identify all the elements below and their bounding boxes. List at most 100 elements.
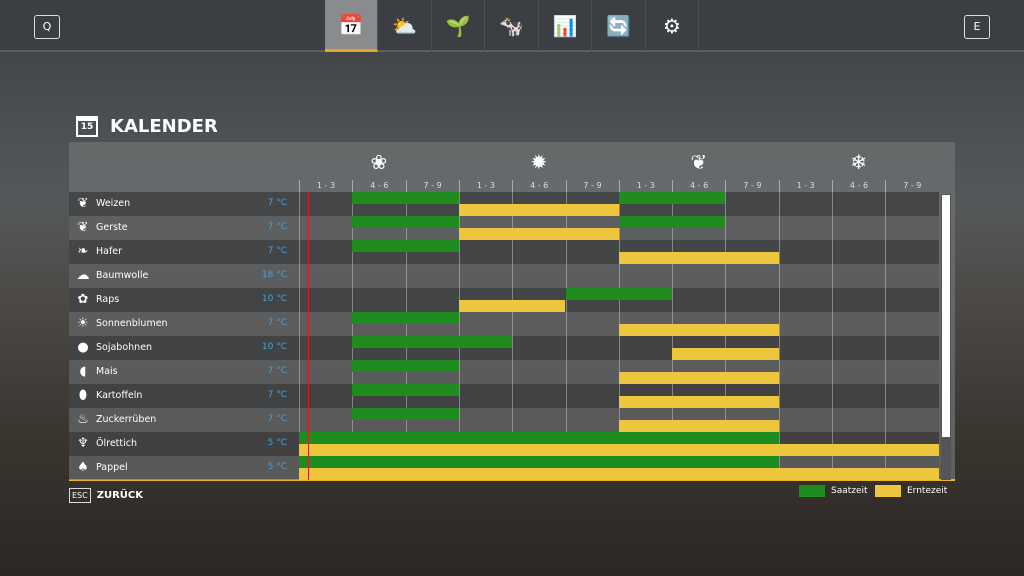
crop-name: Pappel	[96, 462, 128, 473]
crop-temperature: 5 °C	[267, 462, 287, 472]
harvest-period-bar	[458, 300, 566, 312]
month-header: 7 - 9	[565, 180, 619, 192]
tab-weather[interactable]: ⛅	[379, 0, 432, 52]
grid-line	[512, 192, 514, 480]
winter-season-icon: ❄	[850, 150, 868, 174]
harvest-period-bar	[618, 324, 779, 336]
crop-row: ☁ Baumwolle 18 °C	[69, 264, 939, 288]
crop-name: Raps	[96, 294, 120, 305]
crop-name: Mais	[96, 366, 118, 377]
harvest-period-bar	[299, 444, 939, 456]
crop-name: Hafer	[96, 246, 123, 257]
crop-temperature: 10 °C	[261, 294, 287, 304]
harvest-period-bar	[618, 372, 779, 384]
settings-icon: ⚙	[663, 14, 681, 38]
crop-icon: ❧	[77, 244, 89, 259]
tab-animals[interactable]: 🐄	[486, 0, 539, 52]
crop-temperature: 10 °C	[261, 342, 287, 352]
harvest-period-bar	[299, 468, 939, 480]
sow-period-bar	[352, 192, 459, 204]
cycle-icon: 🔄	[606, 14, 631, 38]
harvest-period-bar	[458, 204, 619, 216]
sow-period-bar	[299, 432, 779, 444]
crop-temperature: 18 °C	[261, 270, 287, 280]
summer-season-icon: ✹	[530, 150, 548, 174]
tab-calendar[interactable]: 📅	[325, 0, 378, 52]
sow-period-bar	[352, 408, 459, 420]
grid-line	[885, 192, 887, 480]
crop-icon: ☀	[77, 316, 89, 331]
grid-line	[565, 192, 567, 480]
crop-name: Kartoffeln	[96, 390, 143, 401]
crop-row: ☀ Sonnenblumen 7 °C	[69, 312, 939, 336]
tab-statistics[interactable]: 📊	[539, 0, 592, 52]
crop-row: ◖ Mais 7 °C	[69, 360, 939, 384]
crop-temperature: 7 °C	[267, 390, 287, 400]
month-header: 1 - 3	[618, 180, 672, 192]
crop-name: Ölrettich	[96, 438, 137, 449]
sow-period-bar	[618, 192, 726, 204]
sow-period-bar	[352, 336, 513, 348]
sow-period-bar	[352, 216, 459, 228]
month-header: 1 - 3	[458, 180, 512, 192]
sow-swatch	[799, 485, 825, 497]
sow-period-bar	[299, 456, 779, 468]
crop-icon: ❦	[77, 196, 89, 211]
crop-row: ⬮ Kartoffeln 7 °C	[69, 384, 939, 408]
prev-page-key[interactable]: Q	[34, 15, 60, 39]
harvest-period-bar	[672, 348, 779, 360]
crop-name: Zuckerrüben	[96, 414, 157, 425]
animals-icon: 🐄	[499, 14, 524, 38]
crop-temperature: 7 °C	[267, 222, 287, 232]
crop-name: Sonnenblumen	[96, 318, 168, 329]
grid-line	[672, 192, 674, 480]
scrollbar[interactable]	[941, 194, 951, 480]
sow-period-bar	[352, 360, 459, 372]
page-title-text: KALENDER	[110, 116, 218, 137]
tab-settings[interactable]: ⚙	[646, 0, 699, 52]
legend-harvest: Erntezeit	[875, 485, 947, 497]
grid-line	[725, 192, 727, 480]
current-date-marker	[308, 192, 309, 480]
grid-line	[832, 192, 833, 480]
grid-line	[299, 192, 300, 480]
crop-icon: ❦	[77, 220, 89, 235]
crop-temperature: 7 °C	[267, 414, 287, 424]
crop-icon: ♨	[77, 412, 89, 427]
esc-key: ESC	[69, 488, 91, 503]
month-header: 7 - 9	[725, 180, 778, 192]
page-title: 15 KALENDER	[76, 116, 218, 137]
weather-icon: ⛅	[392, 14, 417, 38]
month-header: 7 - 9	[405, 180, 459, 192]
month-header: 4 - 6	[832, 180, 885, 192]
tab-crops[interactable]: 🌱	[432, 0, 485, 52]
crop-temperature: 7 °C	[267, 366, 287, 376]
crop-icon: ♠	[77, 460, 89, 475]
month-header: 1 - 3	[299, 180, 352, 192]
top-nav-bar: Q E 📅 ⛅ 🌱 🐄 📊 🔄 ⚙	[0, 0, 1024, 52]
crop-icon: ◖	[79, 364, 87, 379]
scrollbar-thumb[interactable]	[942, 195, 950, 437]
crop-temperature: 7 °C	[267, 198, 287, 208]
month-header: 7 - 9	[885, 180, 938, 192]
crop-temperature: 5 °C	[267, 438, 287, 448]
crop-icon: ♆	[77, 436, 89, 451]
calendar-icon: 15	[76, 116, 98, 137]
crop-name: Gerste	[96, 222, 128, 233]
crop-icon: ●	[77, 340, 89, 355]
grid-line	[778, 192, 780, 480]
crop-name: Sojabohnen	[96, 342, 153, 353]
next-page-key[interactable]: E	[964, 15, 990, 39]
tab-cycle[interactable]: 🔄	[593, 0, 646, 52]
month-header: 1 - 3	[778, 180, 832, 192]
harvest-swatch	[875, 485, 901, 497]
statistics-icon: 📊	[552, 14, 578, 38]
sow-period-bar	[352, 312, 459, 324]
sow-period-bar	[565, 288, 673, 300]
back-button[interactable]: ESC ZURÜCK	[69, 488, 143, 503]
crops-icon: 🌱	[445, 14, 471, 38]
crop-temperature: 7 °C	[267, 246, 287, 256]
calendar-icon: 📅	[338, 12, 364, 37]
month-header: 4 - 6	[352, 180, 405, 192]
